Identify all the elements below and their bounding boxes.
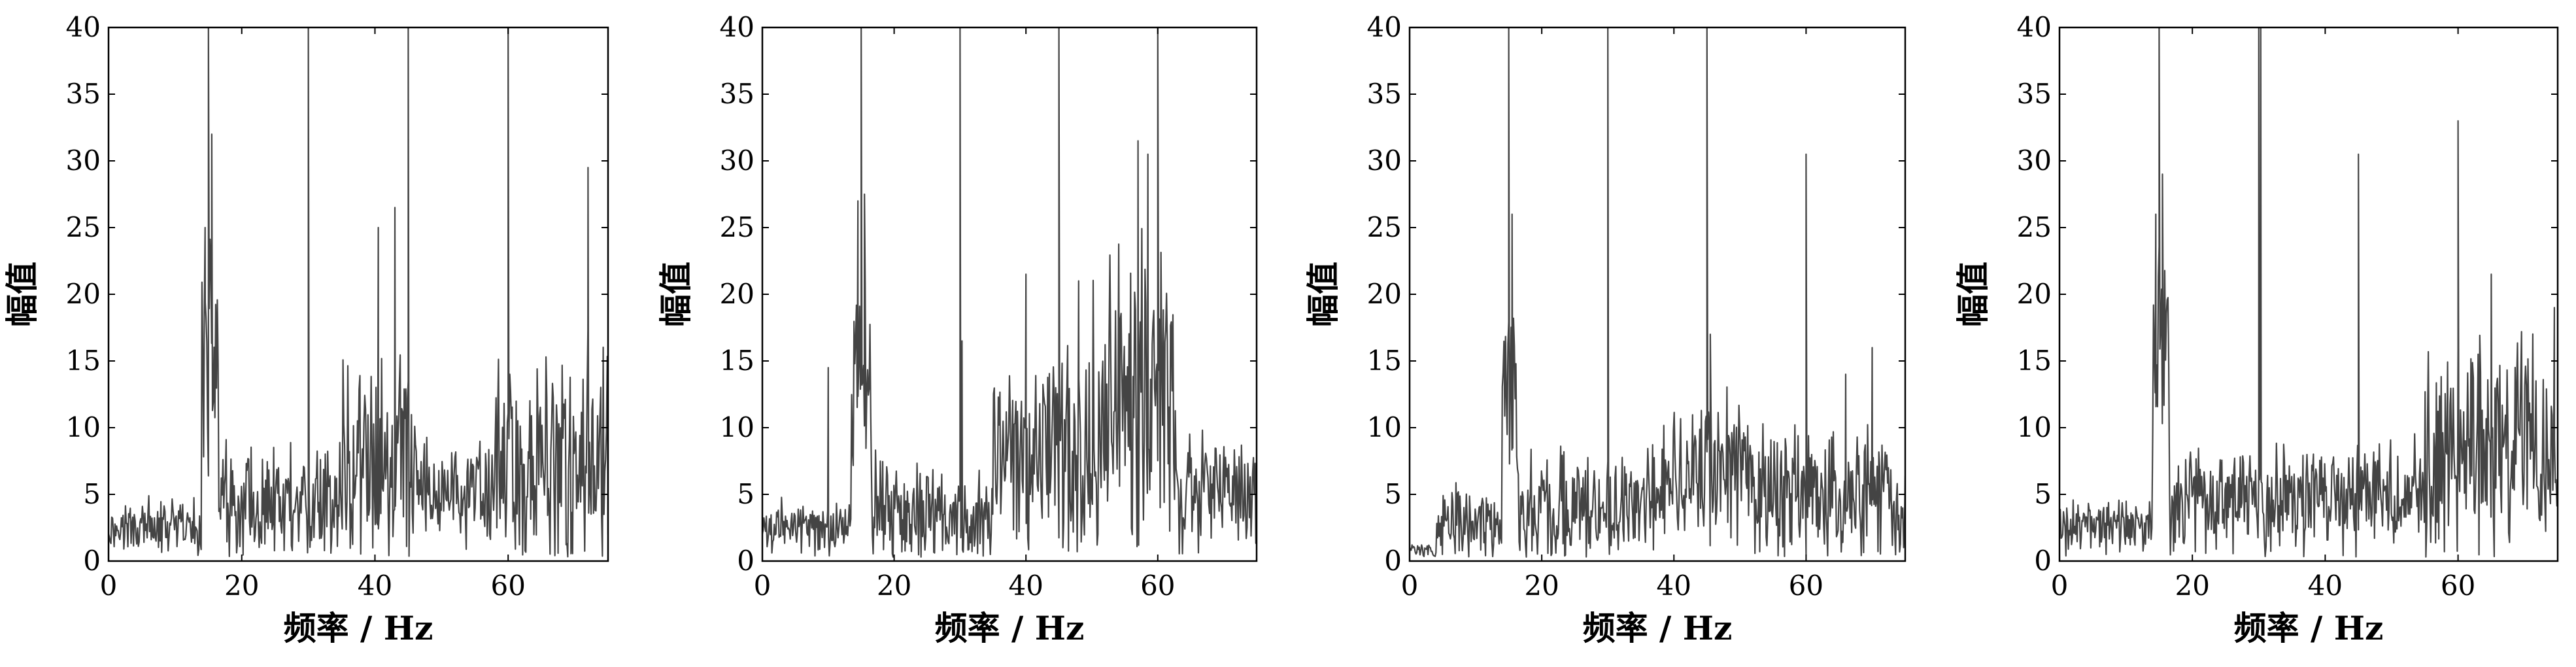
x-axis-label: 频率 / Hz [1583, 609, 1733, 647]
x-tick-label: 20 [2175, 570, 2209, 602]
x-axis-label: 频率 / Hz [935, 609, 1085, 647]
y-tick-label: 10 [1367, 411, 1402, 443]
chart-panel-4: 0 20 40 60 0 5 10 15 20 25 30 35 40 频率 / Hz 幅值 [1954, 11, 2559, 647]
y-tick-label: 0 [2034, 545, 2052, 577]
y-tick-label: 10 [2017, 411, 2052, 443]
y-tick-label: 0 [737, 545, 754, 577]
chart-panel-3: 0 20 40 60 0 5 10 15 20 25 30 35 40 频率 / Hz 幅值 [1304, 11, 1907, 647]
y-tick-label: 35 [2017, 78, 2052, 110]
x-tick-label: 40 [1008, 570, 1043, 602]
y-tick-label: 20 [2017, 278, 2052, 310]
y-tick-label: 0 [1384, 545, 1402, 577]
y-tick-label: 10 [720, 411, 754, 443]
y-tick-label: 35 [720, 78, 754, 110]
y-tick-label: 5 [83, 478, 101, 510]
x-tick-label: 0 [2051, 570, 2069, 602]
y-tick-label: 25 [2017, 211, 2052, 243]
x-tick-label: 0 [754, 570, 771, 602]
y-tick-label: 40 [2017, 11, 2052, 43]
y-tick-label: 15 [66, 345, 101, 377]
y-tick-label: 30 [1367, 145, 1402, 177]
y-tick-label: 25 [66, 211, 101, 243]
y-tick-label: 20 [1367, 278, 1402, 310]
chart-panel-1: 0 20 40 60 0 5 10 15 20 25 30 35 40 频率 / Hz 幅值 [3, 11, 609, 647]
y-tick-label: 40 [1367, 11, 1402, 43]
y-tick-label: 5 [737, 478, 754, 510]
x-tick-label: 60 [490, 570, 525, 602]
y-tick-label: 35 [66, 78, 101, 110]
x-axis-label: 频率 / Hz [2234, 609, 2384, 647]
x-tick-label: 20 [1524, 570, 1559, 602]
y-tick-label: 30 [2017, 145, 2052, 177]
x-tick-label: 20 [877, 570, 911, 602]
y-axis-label: 幅值 [1954, 262, 1992, 327]
x-tick-label: 60 [2441, 570, 2475, 602]
y-tick-label: 15 [720, 345, 754, 377]
spectrum-series-line [2059, 27, 2558, 558]
y-tick-label: 30 [66, 145, 101, 177]
x-tick-label: 40 [1657, 570, 1691, 602]
x-tick-label: 20 [224, 570, 259, 602]
y-axis-label: 幅值 [656, 262, 695, 327]
x-tick-label: 60 [1140, 570, 1175, 602]
y-tick-label: 40 [66, 11, 101, 43]
y-tick-label: 15 [2017, 345, 2052, 377]
y-axis-label: 幅值 [3, 262, 41, 327]
y-tick-label: 5 [2034, 478, 2052, 510]
x-tick-label: 40 [2308, 570, 2343, 602]
chart-panel-2: 0 20 40 60 0 5 10 15 20 25 30 35 40 频率 / Hz 幅值 [656, 11, 1258, 647]
y-axis-label: 幅值 [1304, 262, 1342, 327]
spectrum-series-line [1410, 27, 1905, 558]
spectrum-series-line [109, 27, 608, 558]
y-tick-label: 0 [83, 545, 101, 577]
y-tick-label: 5 [1384, 478, 1402, 510]
y-tick-label: 20 [720, 278, 754, 310]
y-tick-label: 20 [66, 278, 101, 310]
y-tick-label: 10 [66, 411, 101, 443]
spectrum-series-line [762, 27, 1257, 558]
y-tick-label: 30 [720, 145, 754, 177]
y-tick-label: 15 [1367, 345, 1402, 377]
x-tick-label: 0 [1401, 570, 1419, 602]
x-axis-label: 频率 / Hz [284, 609, 433, 647]
y-tick-label: 25 [1367, 211, 1402, 243]
x-tick-label: 60 [1789, 570, 1823, 602]
y-tick-label: 35 [1367, 78, 1402, 110]
x-tick-label: 0 [100, 570, 118, 602]
x-tick-label: 40 [358, 570, 392, 602]
y-tick-label: 25 [720, 211, 754, 243]
y-tick-label: 40 [720, 11, 754, 43]
